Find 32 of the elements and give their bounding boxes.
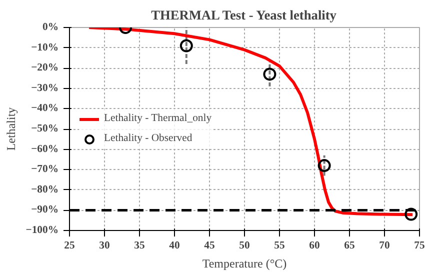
x-tick-label: 25: [64, 240, 75, 252]
y-tick-label: −80%: [31, 184, 59, 196]
y-axis-title: Lethality: [4, 107, 18, 151]
y-tick-label: −70%: [31, 164, 59, 176]
point: [180, 39, 193, 52]
y-tick-label: −40%: [31, 103, 59, 114]
point: [263, 68, 276, 81]
x-tick-label: 40: [169, 240, 180, 252]
line-series: [88, 28, 414, 216]
x-tick-label: 60: [309, 240, 320, 252]
point: [404, 208, 418, 221]
y-tick-label: −90%: [31, 204, 59, 216]
y-tick-label: −10%: [31, 42, 59, 54]
x-tick-label: 65: [344, 240, 355, 252]
y-tick-label: 0%: [42, 22, 58, 33]
y-tick-label: −60%: [31, 144, 59, 155]
legend-label: Lethality - Observed: [104, 133, 192, 144]
y-tick-label: −50%: [31, 124, 59, 134]
legend-label: Lethality - Thermal_only: [104, 113, 212, 124]
y-tick-label: −20%: [31, 62, 59, 74]
x-tick-label: 55: [274, 240, 285, 252]
chart-title: THERMAL Test - Yeast lethality: [151, 8, 337, 22]
y-tick-label: −100%: [26, 225, 59, 236]
x-tick-label: 50: [239, 240, 250, 252]
point: [318, 159, 331, 172]
x-tick-label: 70: [379, 240, 390, 252]
x-tick-label: 35: [134, 240, 145, 252]
y-tick-label: −30%: [31, 82, 59, 94]
x-tick-label: 30: [99, 240, 110, 252]
x-axis-title: Temperature (°C): [202, 256, 287, 270]
x-tick-label: 75: [414, 240, 425, 252]
x-tick-label: 45: [204, 240, 215, 252]
